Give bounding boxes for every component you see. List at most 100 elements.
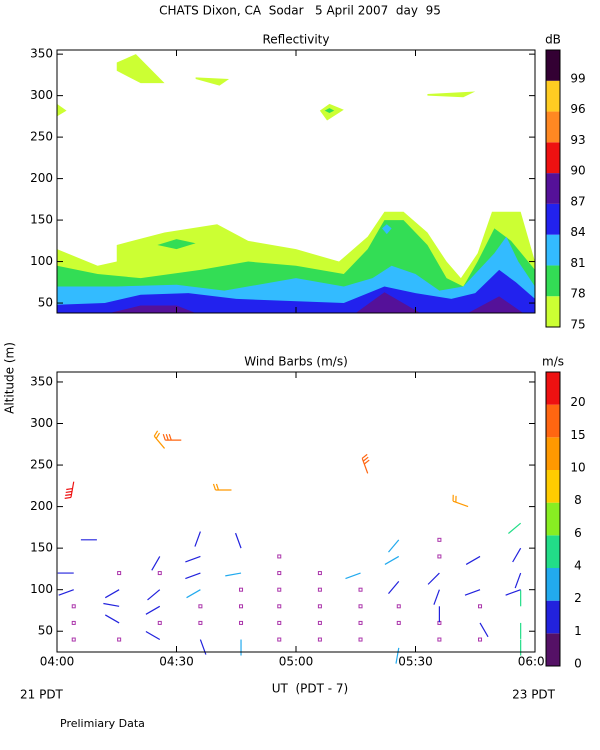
colorbar-block [546,111,560,143]
colorbar-block [546,234,560,266]
colorbar-label: 8 [574,493,582,507]
plot-frame [56,371,536,653]
wind-barb [145,605,161,615]
colorbar-block [546,203,560,235]
wind-barb [103,602,120,607]
y-tick-label: 200 [30,499,53,513]
colorbar-block [546,502,560,536]
colorbar-label: 4 [574,559,582,573]
calm-marker [437,537,442,542]
contour-region [427,91,476,98]
calm-marker [239,587,244,592]
contour-region [382,224,392,235]
calm-marker [277,637,282,642]
wind-barb [104,614,120,624]
wind-barb [505,589,521,596]
y-tick-label: 50 [38,296,53,310]
wind-barb [104,589,120,599]
contour-region [57,103,67,117]
calm-marker [317,604,322,609]
footer-note: Prelimiary Data [60,717,145,730]
x-tick-label: 06:00 [518,655,553,669]
calm-marker [277,604,282,609]
y-tick-label: 250 [30,130,53,144]
calm-marker [71,620,76,625]
colorbar-unit: dB [545,33,561,47]
y-tick-label: 350 [30,374,53,388]
panel-title: Wind Barbs (m/s) [244,355,348,369]
wind-barb [465,555,481,565]
colorbar-block [546,437,560,470]
contour-region [319,103,344,121]
calm-marker [157,571,162,576]
x-tick-label: 05:00 [279,655,314,669]
colorbar-block [546,265,560,297]
x-tick-label: 04:00 [40,655,75,669]
wind-barb [225,572,242,577]
wind-barb [395,647,400,664]
calm-marker [277,587,282,592]
calm-marker [317,620,322,625]
colorbar-label: 15 [570,428,585,442]
wind-barb [479,622,489,638]
wind-barb [464,589,481,596]
calm-marker [277,571,282,576]
calm-marker [396,604,401,609]
contour-region [57,269,535,313]
calm-marker [396,620,401,625]
calm-marker [358,637,363,642]
colorbar-label: 87 [570,194,585,208]
wind-barb [58,589,74,596]
y-tick-label: 300 [30,416,53,430]
calm-marker [277,554,282,559]
colorbar-block [546,173,560,204]
wind-barb [147,589,161,601]
contour-layer [57,54,535,313]
calm-marker [71,637,76,642]
calm-marker [317,587,322,592]
colorbar-block [546,372,560,405]
y-tick-label: 350 [30,47,53,61]
y-tick-label: 50 [38,624,53,638]
wind-barb [185,572,201,580]
calm-marker [277,620,282,625]
colorbar-label: 78 [570,287,585,301]
colorbar-label: 20 [570,395,585,409]
wind-barb [508,522,522,534]
wind-barb [512,547,522,563]
wind-barb [452,494,469,508]
calm-marker [437,637,442,642]
wind-barb [162,433,182,441]
contour-region [116,54,165,84]
colorbar-block [546,50,560,81]
colorbar-label: 2 [574,591,582,605]
y-tick-label: 300 [30,88,53,102]
wind-barb [361,453,370,474]
calm-marker [358,587,363,592]
contour-region [109,305,196,313]
wind-barb [234,532,242,549]
calm-marker [478,637,483,642]
wind-barb [345,572,361,580]
calm-marker [117,637,122,642]
wind-barb [194,531,201,547]
colorbar-label: 81 [570,256,585,270]
colorbar-block [546,568,560,601]
colorbar-label: 96 [570,102,585,116]
colorbar-frame [545,371,561,667]
y-tick-label: 150 [30,541,53,555]
wind-barb [153,430,166,449]
y-tick-label: 250 [30,458,53,472]
colorbar-label: 0 [574,657,582,671]
colorbar-label: 6 [574,526,582,540]
wind-barb [384,555,400,565]
y-tick-label: 200 [30,171,53,185]
calm-marker [239,620,244,625]
calm-marker [358,604,363,609]
colorbar-block [546,296,560,327]
colorbar-frame [545,49,561,328]
wind-barb [212,483,232,491]
contour-region [324,108,335,114]
y-tick-label: 100 [30,582,53,596]
